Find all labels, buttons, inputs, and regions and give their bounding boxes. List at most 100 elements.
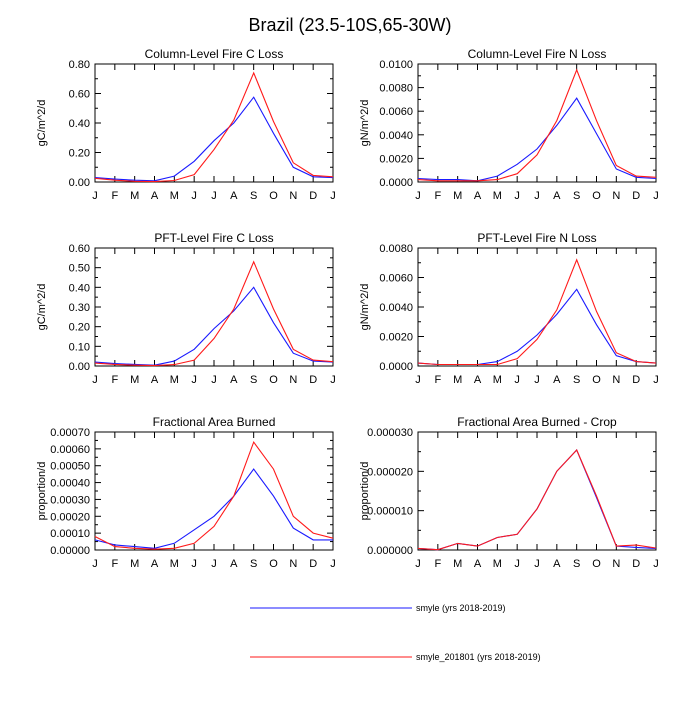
plot-frame (417, 431, 657, 551)
x-tick-label: N (612, 190, 620, 202)
y-tick-label: 0.0040 (379, 130, 413, 142)
plot-frame (94, 63, 334, 183)
y-tick-label: 0.0080 (379, 83, 413, 95)
series-line-smyle-201801 (94, 440, 334, 550)
panel-title: Fractional Area Burned - Crop (457, 415, 617, 429)
x-tick-label: O (269, 558, 278, 570)
y-axis-label: proportion/d (359, 462, 371, 521)
panel-title: Column-Level Fire N Loss (468, 47, 607, 61)
x-tick-label: M (453, 558, 462, 570)
series-line-smyle (94, 96, 334, 182)
x-tick-label: N (612, 374, 620, 386)
y-tick-label: 0.40 (69, 118, 90, 130)
x-tick-label: N (612, 558, 620, 570)
x-tick-label: F (111, 374, 118, 386)
series-line-smyle (94, 286, 334, 366)
figure-title: Brazil (23.5-10S,65-30W) (248, 15, 451, 35)
x-tick-label: J (514, 374, 520, 386)
x-tick-label: M (453, 374, 462, 386)
y-tick-label: 0.00030 (50, 494, 90, 506)
x-tick-label: J (211, 190, 217, 202)
y-tick-label: 0.0040 (379, 302, 413, 314)
series-line-smyle-201801 (417, 449, 657, 551)
series-line-smyle (417, 288, 657, 366)
series-line-smyle-201801 (417, 68, 657, 182)
y-axis-label: proportion/d (36, 462, 48, 521)
y-tick-label: 0.10 (69, 341, 90, 353)
series-line-smyle (417, 97, 657, 182)
x-tick-label: D (309, 190, 317, 202)
y-tick-label: 0.00040 (50, 478, 90, 490)
panels-group: Column-Level Fire C Loss 0.00 0.20 0.40 0.60… (36, 47, 659, 570)
panel-3: PFT-Level Fire C Loss 0.00 0.10 0.20 0.30 0.4… (36, 231, 336, 386)
y-tick-label: 0.000010 (367, 506, 413, 518)
x-tick-label: J (653, 374, 659, 386)
y-tick-label: 0.20 (69, 322, 90, 334)
y-tick-label: 0.0020 (379, 332, 413, 344)
x-tick-label: A (151, 374, 159, 386)
legend-label-2: smyle_201801 (yrs 2018-2019) (416, 652, 541, 662)
x-tick-label: A (553, 190, 561, 202)
x-tick-label: A (151, 190, 159, 202)
plot-frame (417, 247, 657, 367)
x-tick-label: N (289, 374, 297, 386)
x-tick-label: S (573, 374, 580, 386)
x-tick-label: N (289, 190, 297, 202)
x-tick-label: O (269, 190, 278, 202)
x-tick-label: A (553, 558, 561, 570)
x-tick-label: J (211, 558, 217, 570)
x-tick-label: J (415, 374, 421, 386)
x-tick-label: J (653, 558, 659, 570)
y-tick-label: 0.00070 (50, 427, 90, 439)
y-tick-label: 0.00000 (50, 545, 90, 557)
panel-6: Fractional Area Burned - Crop 0.000000 0.0… (359, 415, 659, 570)
x-tick-label: A (230, 190, 238, 202)
x-tick-label: A (474, 374, 482, 386)
x-tick-label: F (111, 558, 118, 570)
x-tick-label: J (534, 558, 540, 570)
x-tick-label: A (553, 374, 561, 386)
x-tick-label: J (191, 190, 197, 202)
y-axis-label: gC/m^2/d (36, 284, 48, 331)
panel-title: Column-Level Fire C Loss (145, 47, 284, 61)
x-tick-label: M (130, 190, 139, 202)
y-tick-label: 0.60 (69, 243, 90, 255)
y-tick-label: 0.30 (69, 302, 90, 314)
y-tick-label: 0.0080 (379, 243, 413, 255)
y-tick-label: 0.00 (69, 177, 90, 189)
x-tick-label: M (170, 190, 179, 202)
y-tick-label: 0.0020 (379, 153, 413, 165)
y-tick-label: 0.0000 (379, 361, 413, 373)
x-tick-label: A (230, 374, 238, 386)
x-tick-label: O (592, 190, 601, 202)
x-tick-label: J (514, 558, 520, 570)
y-axis-label: gN/m^2/d (359, 100, 371, 147)
x-tick-label: J (330, 374, 336, 386)
x-tick-label: S (250, 374, 257, 386)
y-tick-label: 0.00010 (50, 528, 90, 540)
x-tick-label: A (230, 558, 238, 570)
x-tick-label: F (111, 190, 118, 202)
x-tick-label: D (632, 374, 640, 386)
x-tick-label: O (592, 558, 601, 570)
x-tick-label: M (493, 374, 502, 386)
panel-title: Fractional Area Burned (153, 415, 276, 429)
x-tick-label: O (269, 374, 278, 386)
panel-4: PFT-Level Fire N Loss 0.0000 0.0020 0.0040 0… (359, 231, 659, 386)
x-tick-label: D (309, 374, 317, 386)
x-tick-label: S (250, 190, 257, 202)
y-tick-label: 0.0000 (379, 177, 413, 189)
panel-2: Column-Level Fire N Loss 0.0000 0.0020 0.00… (359, 47, 659, 202)
y-tick-label: 0.80 (69, 59, 90, 71)
series-line-smyle (417, 449, 657, 551)
legend-label-1: smyle (yrs 2018-2019) (416, 603, 506, 613)
y-axis-label: gC/m^2/d (36, 100, 48, 147)
x-tick-label: S (573, 190, 580, 202)
x-tick-label: D (632, 558, 640, 570)
x-tick-label: J (534, 190, 540, 202)
x-tick-label: S (573, 558, 580, 570)
x-tick-label: J (653, 190, 659, 202)
y-tick-label: 0.50 (69, 263, 90, 275)
legend: smyle (yrs 2018-2019) smyle_201801 (yrs 2… (250, 603, 541, 662)
